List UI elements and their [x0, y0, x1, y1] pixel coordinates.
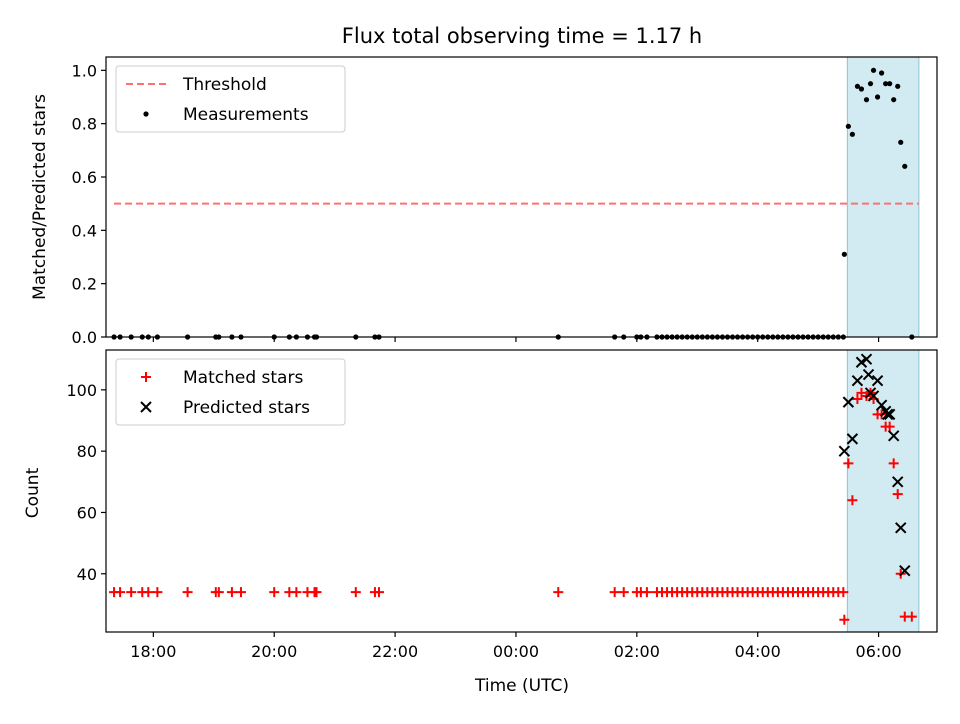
predicted-star-point: [875, 399, 888, 411]
top-measurement-point: [879, 70, 885, 76]
predicted-star-point: [887, 430, 900, 442]
matched-star-point: [856, 387, 867, 398]
bottom-y-tick-label: 40: [77, 565, 97, 584]
top-measurement-point: [874, 94, 881, 100]
bottom-panel: 40 60 80 100 18:00 20:00 22:00 00:00 02:00 04:00 0…: [66, 349, 938, 661]
x-tick-label: 18:00: [130, 642, 176, 661]
top-measurement-point: [858, 86, 865, 92]
predicted-star-point: [899, 564, 911, 577]
top-y-tick-label: 0.8: [72, 115, 97, 134]
top-panel: 0.0 0.2 0.4 0.6 0.8 1.0 Threshold Measurements: [72, 56, 938, 347]
predicted-star-point: [860, 353, 873, 365]
matched-star-point: [235, 587, 246, 598]
top-y-axis-label: Matched/Predicted stars: [30, 94, 50, 300]
matched-star-point: [838, 587, 849, 598]
matched-star-point: [291, 587, 302, 598]
bottom-legend-box: [115, 358, 346, 426]
predicted-star-point: [838, 445, 851, 457]
top-measurement-point: [883, 81, 889, 87]
top-measurement-point: [854, 83, 861, 89]
top-measurement-point: [891, 97, 897, 103]
matched-star-point: [350, 587, 361, 598]
matched-star-point: [553, 587, 564, 598]
top-measurement-point: [849, 131, 855, 137]
bottom-observing-span: [846, 349, 920, 633]
legend-label: Measurements: [183, 105, 309, 125]
top-y-tick-label: 0.6: [72, 168, 97, 187]
legend-matched-swatch: [141, 372, 151, 382]
matched-star-point: [182, 587, 193, 598]
top-y-tick-label: 1.0: [72, 61, 97, 80]
predicted-star-point: [881, 408, 894, 421]
predicted-star-point: [892, 476, 904, 488]
x-axis-label: Time (UTC): [474, 676, 569, 696]
legend-label: Predicted stars: [183, 398, 310, 418]
matched-star-point: [311, 587, 322, 598]
matched-star-point: [126, 587, 137, 598]
matched-star-point: [852, 394, 863, 405]
top-measurement-point: [887, 81, 893, 87]
matched-star-point: [906, 611, 917, 622]
bottom-y-tick-label: 80: [77, 442, 97, 461]
predicted-star-point: [867, 390, 880, 402]
bottom-y-axis-label: Count: [23, 467, 43, 518]
matched-star-point: [888, 458, 899, 469]
legend-measurement-swatch: [143, 111, 149, 117]
x-tick-label: 04:00: [735, 642, 781, 661]
predicted-star-point: [883, 408, 896, 421]
matched-star-point: [226, 587, 237, 598]
predicted-star-point: [895, 522, 907, 534]
predicted-star-point: [862, 368, 875, 381]
predicted-star-point: [851, 374, 864, 387]
matched-star-point: [843, 458, 854, 469]
matched-star-point: [641, 587, 652, 598]
matched-star-point: [115, 587, 126, 598]
top-legend-box: [115, 65, 346, 133]
matched-star-point: [847, 495, 858, 506]
chart-title: Flux total observing time = 1.17 h: [342, 24, 702, 48]
matched-star-point: [618, 587, 629, 598]
matched-star-point: [213, 587, 224, 598]
predicted-star-point: [855, 356, 868, 368]
legend-label: Threshold: [182, 75, 267, 95]
bottom-y-tick-label: 100: [66, 381, 97, 400]
top-y-tick-label: 0.0: [72, 328, 97, 347]
matched-star-point: [269, 587, 280, 598]
top-measurement-point: [895, 83, 901, 89]
bottom-axes-frame: [105, 349, 938, 633]
top-measurement-point: [867, 81, 874, 87]
matched-star-point: [373, 587, 384, 598]
top-measurement-point: [841, 251, 847, 257]
top-measurement-point: [863, 97, 870, 103]
bottom-y-tick-label: 60: [77, 503, 97, 522]
x-tick-label: 02:00: [614, 642, 660, 661]
x-tick-label: 00:00: [493, 642, 539, 661]
legend-label: Matched stars: [183, 368, 303, 388]
top-measurement-point: [845, 123, 851, 129]
x-tick-label: 20:00: [251, 642, 297, 661]
top-legend: Threshold Measurements: [115, 65, 346, 133]
matched-star-point: [892, 489, 903, 500]
top-observing-span: [846, 56, 920, 338]
top-y-tick-label: 0.2: [72, 275, 97, 294]
top-axes-frame: [105, 56, 938, 338]
matched-star-point: [839, 614, 850, 625]
matched-star-point: [884, 421, 895, 432]
top-measurement-point: [870, 67, 877, 73]
predicted-star-point: [846, 433, 859, 445]
x-tick-label: 22:00: [372, 642, 418, 661]
top-measurement-point: [902, 163, 908, 169]
matched-star-point: [609, 587, 620, 598]
top-y-tick-label: 0.4: [72, 221, 97, 240]
x-tick-label: 06:00: [856, 642, 902, 661]
matched-star-point: [143, 587, 154, 598]
matched-star-point: [152, 587, 163, 598]
predicted-star-point: [871, 374, 884, 387]
predicted-star-point: [842, 396, 855, 408]
legend-predicted-swatch: [140, 401, 152, 413]
top-measurement-point: [898, 139, 904, 145]
bottom-legend: Matched stars Predicted stars: [115, 358, 346, 426]
